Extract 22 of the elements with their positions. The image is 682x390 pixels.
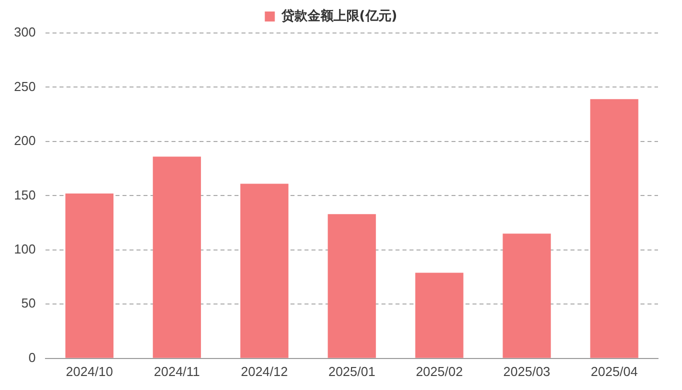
- bar: [415, 272, 464, 358]
- x-tick-label: 2024/12: [240, 364, 288, 379]
- bar: [240, 184, 288, 358]
- x-tick-label: 2025/03: [503, 364, 550, 379]
- bar: [502, 234, 551, 358]
- y-tick-label: 0: [28, 350, 36, 365]
- y-tick-label: 250: [14, 78, 36, 94]
- bar: [152, 156, 201, 358]
- y-tick-label: 200: [14, 133, 36, 148]
- bar: [590, 99, 638, 358]
- x-tick-label: 2025/04: [590, 364, 638, 379]
- y-tick-label: 150: [14, 187, 36, 202]
- x-tick-label: 2025/02: [416, 364, 463, 379]
- x-tick-label: 2025/01: [328, 364, 376, 379]
- legend-label: 贷款金额上限(亿元): [280, 8, 398, 24]
- x-tick-label: 2024/10: [66, 364, 113, 379]
- y-tick-label: 300: [14, 24, 36, 40]
- bar: [65, 194, 114, 358]
- bar: [328, 214, 376, 358]
- y-tick-label: 50: [21, 296, 36, 311]
- x-tick-label: 2024/11: [154, 364, 200, 379]
- y-tick-label: 100: [14, 242, 36, 257]
